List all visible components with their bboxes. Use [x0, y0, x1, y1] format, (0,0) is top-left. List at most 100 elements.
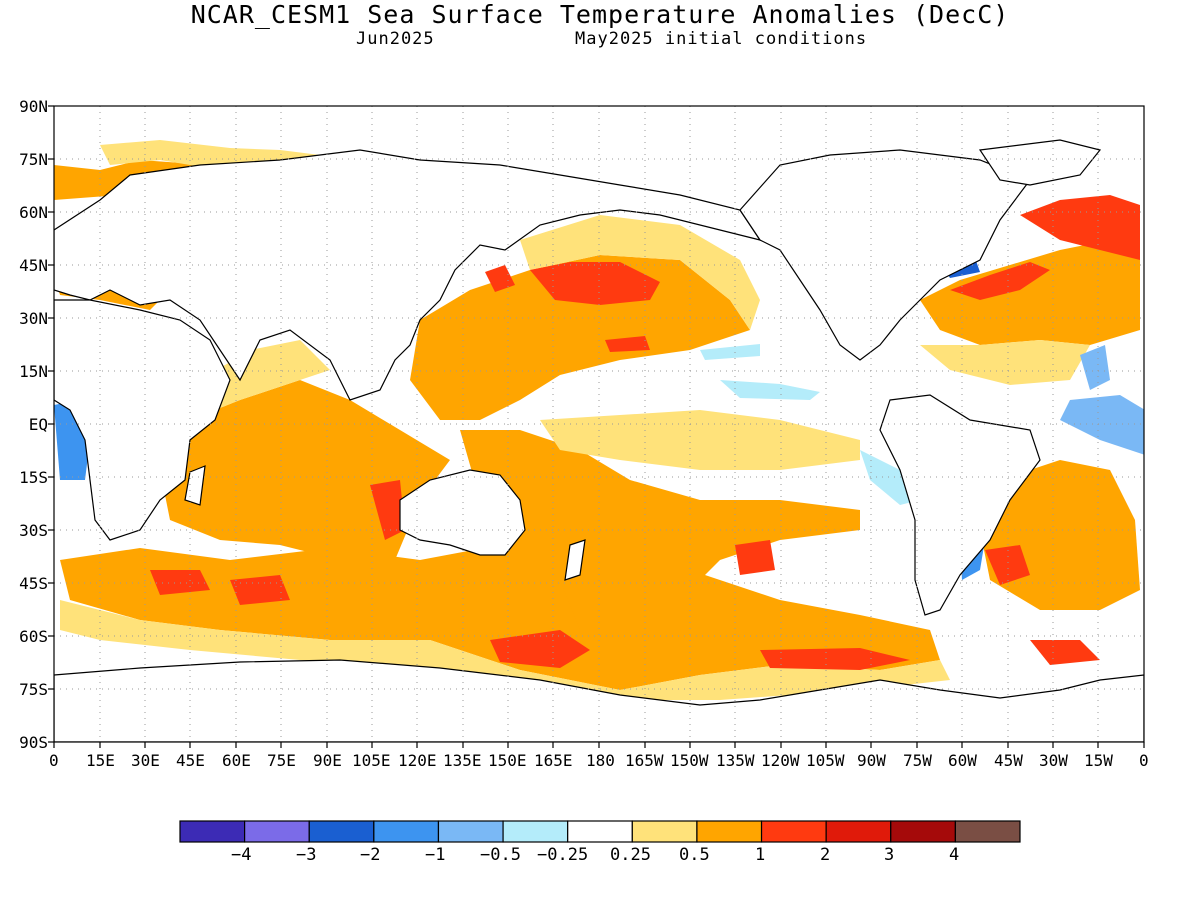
cool-gulf-of-guinea [1060, 395, 1144, 455]
map-title: NCAR_CESM1 Sea Surface Temperature Anoma… [190, 0, 1010, 29]
lon-label: 165W [625, 751, 664, 770]
lon-label: 75E [267, 751, 296, 770]
lon-label: 45W [994, 751, 1023, 770]
hot-region-subpolar-atlantic [1020, 195, 1140, 260]
weak-warm-equatorial-pacific [540, 410, 860, 470]
hot-region-northwest-pacific [530, 262, 660, 305]
lat-label: 30S [19, 521, 48, 540]
hot-region-west-australia [370, 480, 405, 540]
legend-color-box [244, 820, 310, 843]
weak-cool-east-pacific-north [720, 380, 820, 400]
lon-label: 75W [903, 751, 932, 770]
lat-label: 45S [19, 574, 48, 593]
warm-region-southern-ocean [60, 520, 940, 690]
legend-color-box [502, 820, 569, 843]
legend-color-box [890, 820, 956, 843]
legend-tick-label: −4 [231, 845, 252, 865]
hot-region-south-of-australia [490, 630, 590, 668]
africa-land [54, 299, 231, 541]
hot-region-south-pacific-high-lat [760, 648, 910, 670]
lat-label: EQ [28, 415, 48, 434]
lon-label: 150W [670, 751, 709, 770]
south-america-land [879, 394, 1041, 616]
lat-label: 90N [19, 97, 48, 116]
legend-tick-label: −1 [425, 845, 446, 865]
lat-label: 30N [19, 309, 48, 328]
warm-region-west-pacific [410, 255, 750, 420]
legend-tick-label: 4 [949, 845, 960, 865]
weak-warm-north-pacific-rim [520, 215, 760, 330]
legend-tick-label: 1 [755, 845, 766, 865]
legend-color-box [437, 820, 504, 843]
lon-label: 30W [1039, 751, 1068, 770]
lon-label: 135E [443, 751, 482, 770]
warm-region-north-atlantic [920, 240, 1140, 345]
warm-region-indian-ocean [160, 380, 450, 560]
lon-label: 15W [1084, 751, 1113, 770]
new-zealand-land [564, 539, 586, 581]
weak-warm-indian-ocean-west [190, 340, 330, 420]
lon-label: 90W [857, 751, 886, 770]
lat-label: 60N [19, 203, 48, 222]
lon-label: 0 [49, 751, 59, 770]
lon-label: 60W [948, 751, 977, 770]
lat-label: 15S [19, 468, 48, 487]
lon-label: 105E [352, 751, 391, 770]
initial-conditions-label: May2025 initial conditions [575, 29, 868, 49]
lon-label: 90E [313, 751, 342, 770]
legend-color-box [179, 820, 246, 843]
lon-label: 15E [86, 751, 115, 770]
lon-label: 30E [131, 751, 160, 770]
lon-label: 165E [534, 751, 573, 770]
hot-region-north-atlantic [950, 262, 1050, 300]
legend-tick-label: −0.5 [480, 845, 521, 865]
weak-warm-region-southern-ocean [60, 600, 950, 700]
lon-label: 120E [398, 751, 437, 770]
lon-label: 105W [806, 751, 845, 770]
lon-label: 120W [761, 751, 800, 770]
legend-tick-label: 0.25 [610, 845, 651, 865]
legend-color-box [825, 820, 892, 843]
lon-label: 180 [586, 751, 615, 770]
legend-tick-label: −0.25 [537, 845, 589, 865]
lat-label: 90S [19, 733, 48, 752]
land-outlines [54, 139, 1144, 742]
legend-color-box [696, 820, 763, 843]
lat-label: 60S [19, 627, 48, 646]
cool-patch-east-pacific [700, 344, 760, 360]
cool-canary-current [1080, 345, 1110, 390]
lat-label: 75N [19, 150, 48, 169]
legend-color-box [308, 820, 375, 843]
weak-warm-tropical-atlantic [920, 340, 1090, 385]
legend-color-box [631, 820, 698, 843]
greenland-land [978, 139, 1102, 186]
graticule [54, 106, 1144, 742]
hot-region-south-atlantic [985, 545, 1030, 585]
legend-tick-label: 3 [884, 845, 895, 865]
lon-label: 60E [222, 751, 251, 770]
legend-color-box [373, 820, 440, 843]
legend-tick-label: 0.5 [679, 845, 710, 865]
legend-tick-label: −2 [360, 845, 381, 865]
legend-tick-label: 2 [820, 845, 831, 865]
hot-region-kuroshio [485, 265, 515, 292]
hot-region-south-indian-ocean [230, 575, 290, 605]
eurasia-land [54, 149, 762, 401]
legend-color-box [760, 820, 827, 843]
legend-color-box [567, 820, 633, 843]
lon-label: 0 [1139, 751, 1149, 770]
antarctica-land [54, 659, 1144, 742]
north-america-land [739, 149, 1031, 361]
madagascar-land [184, 465, 206, 506]
lon-label: 45E [176, 751, 205, 770]
lat-label: 75S [19, 680, 48, 699]
legend-color-box [954, 820, 1021, 843]
lon-label: 150E [488, 751, 527, 770]
hot-region-southeast-pacific-subtropics [735, 540, 775, 575]
legend-tick-label: −3 [296, 845, 317, 865]
axis-ticks [48, 105, 1145, 748]
lat-label: 45N [19, 256, 48, 275]
lon-label: 135W [716, 751, 755, 770]
